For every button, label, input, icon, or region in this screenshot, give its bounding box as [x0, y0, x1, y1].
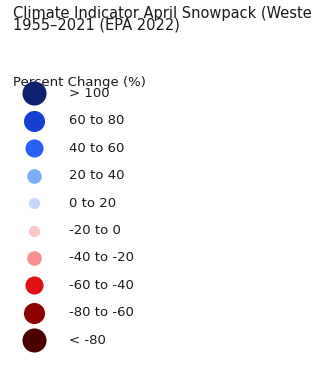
Text: > 100: > 100 — [69, 87, 110, 100]
Text: -20 to 0: -20 to 0 — [69, 224, 121, 237]
Text: -80 to -60: -80 to -60 — [69, 306, 134, 319]
Text: 1955–2021 (EPA 2022): 1955–2021 (EPA 2022) — [13, 17, 179, 32]
Text: -60 to -40: -60 to -40 — [69, 279, 134, 292]
Text: 40 to 60: 40 to 60 — [69, 142, 124, 155]
Text: 0 to 20: 0 to 20 — [69, 197, 116, 210]
Text: < -80: < -80 — [69, 334, 106, 347]
Text: 60 to 80: 60 to 80 — [69, 114, 124, 127]
Text: Percent Change (%): Percent Change (%) — [13, 76, 146, 89]
Text: Climate Indicator April Snowpack (Western US),: Climate Indicator April Snowpack (Wester… — [13, 6, 313, 21]
Text: 20 to 40: 20 to 40 — [69, 169, 124, 182]
Text: -40 to -20: -40 to -20 — [69, 251, 134, 264]
